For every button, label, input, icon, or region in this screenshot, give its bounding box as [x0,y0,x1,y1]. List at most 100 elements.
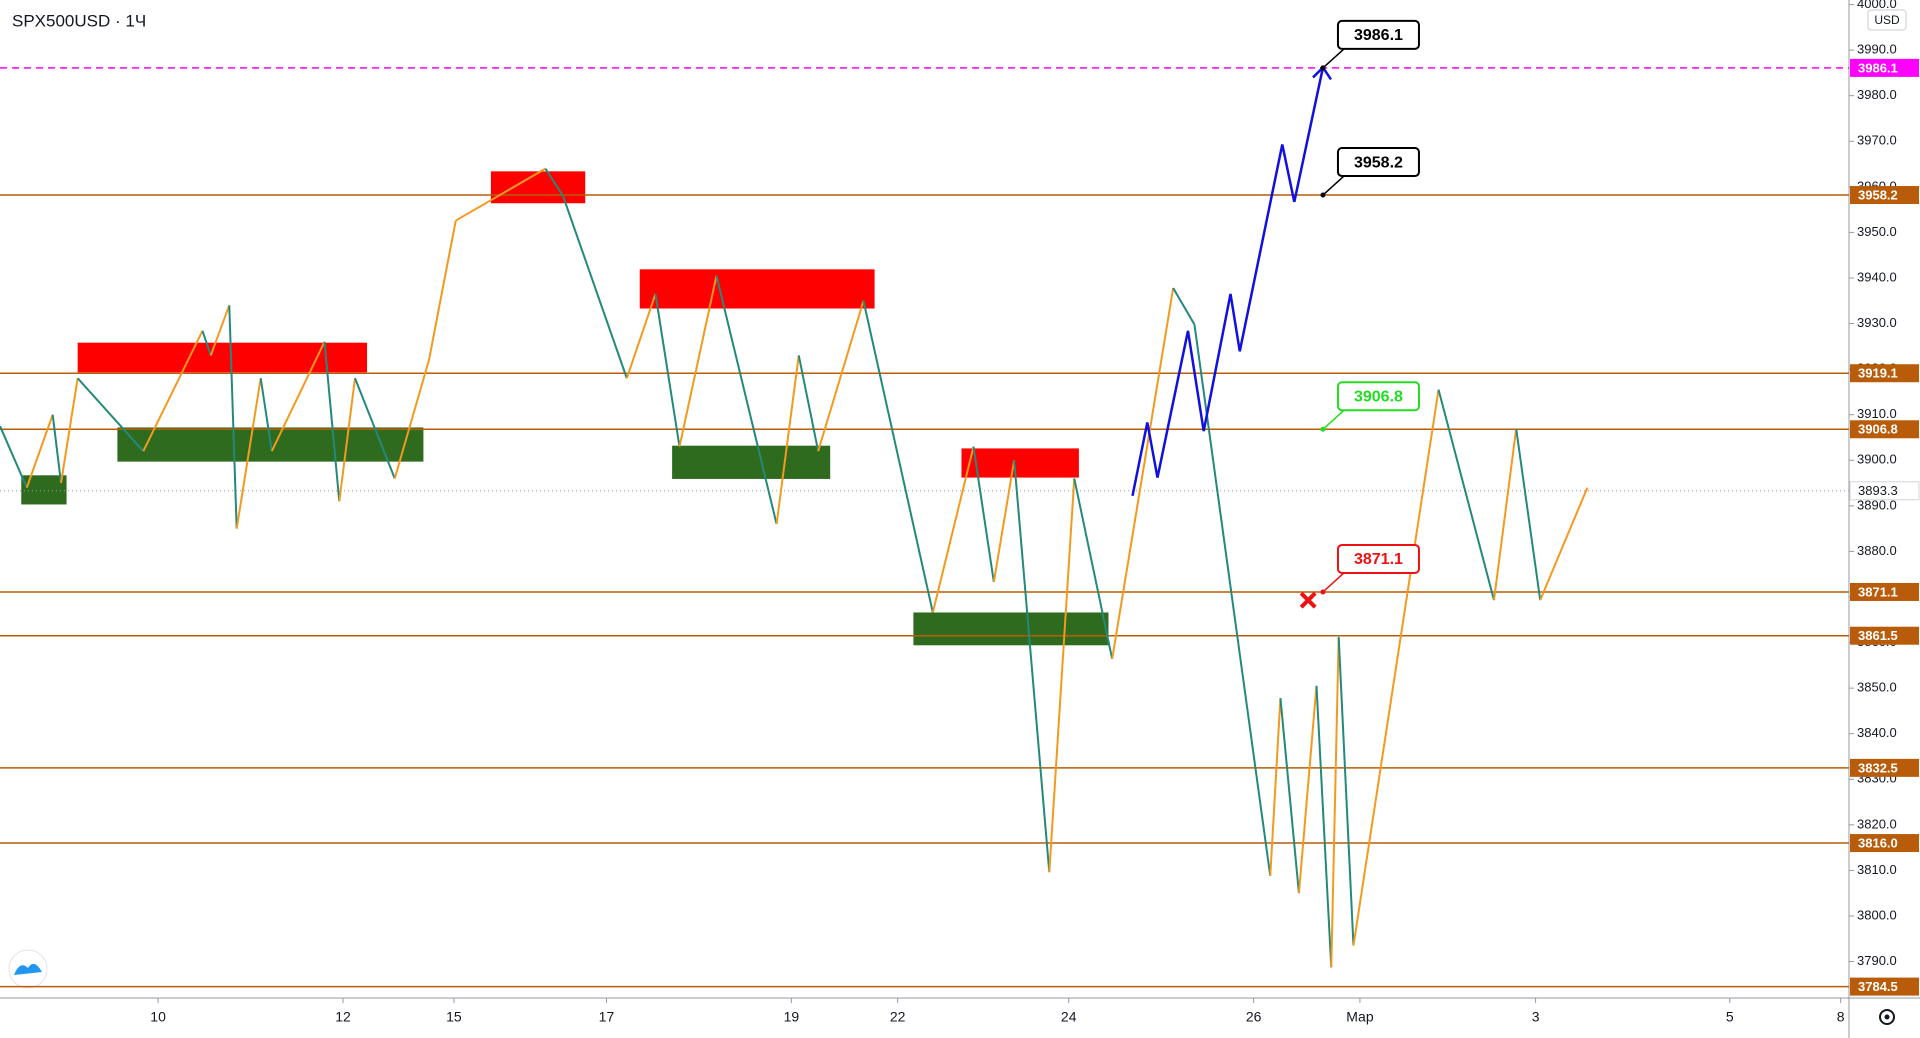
price-segment [235,378,262,529]
zone [672,445,831,479]
price-segment [142,330,204,452]
level-axis-box [1850,626,1919,645]
callout-anchor [1320,589,1326,595]
zone [913,612,1109,646]
price-segment [1172,287,1196,325]
price-segment [393,359,430,479]
y-tick-label: 3980.0 [1857,87,1897,102]
price-segment [201,330,212,356]
y-tick-label: 3810.0 [1857,862,1897,877]
callout-box [1336,147,1420,178]
callout-pointer [1322,175,1345,196]
price-segment [1269,698,1282,876]
price-segment [862,300,934,613]
level-axis-label: 3871.1 [1858,584,1898,599]
currency-box [1867,9,1907,31]
price-segment [1279,698,1300,894]
callout-pointer [1322,572,1345,593]
level-axis-label: 3919.1 [1858,366,1898,381]
level-axis-label: 3986.1 [1858,60,1898,75]
price-segment [775,355,800,525]
y-tick-label: 3880.0 [1857,543,1897,558]
zone [490,171,586,204]
logo[interactable] [8,949,48,989]
settings-button[interactable] [1879,1009,1895,1025]
price-segment [323,341,341,502]
price-segment [797,355,820,452]
callout-pointer [1322,409,1345,430]
y-tick-label: 3950.0 [1857,224,1897,239]
price-segment [1315,685,1333,968]
cross-marker [1299,591,1317,609]
callout-box [1336,381,1420,412]
zone [77,342,368,373]
y-tick-label: 3790.0 [1857,953,1897,968]
price-segment [455,167,546,222]
price-segment [354,377,396,479]
price-segment [1352,389,1440,946]
y-tick-label: 3820.0 [1857,816,1897,831]
x-tick-label: 8 [1837,1009,1845,1025]
price-segment [1437,389,1495,601]
price-segment [1073,478,1114,660]
price-segment [1539,487,1589,601]
price-segment [338,378,356,502]
callout-label: 3986.1 [1354,27,1403,44]
level-axis-box [1850,834,1919,853]
y-tick-label: 3890.0 [1857,497,1897,512]
level-axis-box [1850,758,1919,777]
x-tick-label: 15 [446,1009,462,1025]
price-segment [1330,637,1340,968]
price-segment [625,293,657,379]
x-tick-label: 3 [1532,1009,1540,1025]
callout-label: 3958.2 [1354,154,1403,171]
level-axis-box [1850,58,1919,77]
price-segment [931,446,975,613]
callout-anchor [1320,65,1326,71]
y-tick-label: 3930.0 [1857,315,1897,330]
gear-hub [1884,1014,1890,1020]
callout-box [1336,543,1420,574]
callout-label: 3871.1 [1354,551,1403,568]
x-tick-label: 26 [1246,1009,1262,1025]
price-segment [1048,478,1076,873]
last-price-box [1849,481,1920,501]
price-segment [562,195,628,379]
x-tick-label: 22 [890,1009,906,1025]
x-tick-label: Мар [1346,1009,1374,1025]
currency-label: USD [1874,13,1900,27]
price-segment [1111,287,1175,660]
chart-title: SPX500USD · 1Ч [12,11,146,30]
y-tick-label: 3940.0 [1857,269,1897,284]
gear-ring [1879,1009,1895,1025]
y-tick-label: 3990.0 [1857,42,1897,57]
price-segment [209,304,231,356]
price-segment [76,377,145,452]
price-segment [0,425,28,489]
x-tick-label: 5 [1726,1009,1734,1025]
price-segment [972,446,995,583]
level-axis-label: 3906.8 [1858,422,1898,437]
level-axis-label: 3861.5 [1858,628,1898,643]
level-axis-label: 3816.0 [1858,835,1898,850]
price-segment [715,275,778,525]
price-segment [817,300,865,452]
price-segment [228,305,238,529]
callout-box [1336,19,1420,50]
price-segment [1013,460,1051,873]
projection-path [1131,67,1325,497]
y-tick-label: 3850.0 [1857,680,1897,695]
price-segment [1493,428,1518,601]
price-segment [1297,685,1318,894]
logo-shape [14,963,42,975]
price-segment [678,275,718,447]
price-segment [270,341,326,452]
x-tick-label: 10 [150,1009,166,1025]
x-tick-label: 12 [335,1009,351,1025]
y-tick-label: 3970.0 [1857,133,1897,148]
zone [639,269,875,309]
